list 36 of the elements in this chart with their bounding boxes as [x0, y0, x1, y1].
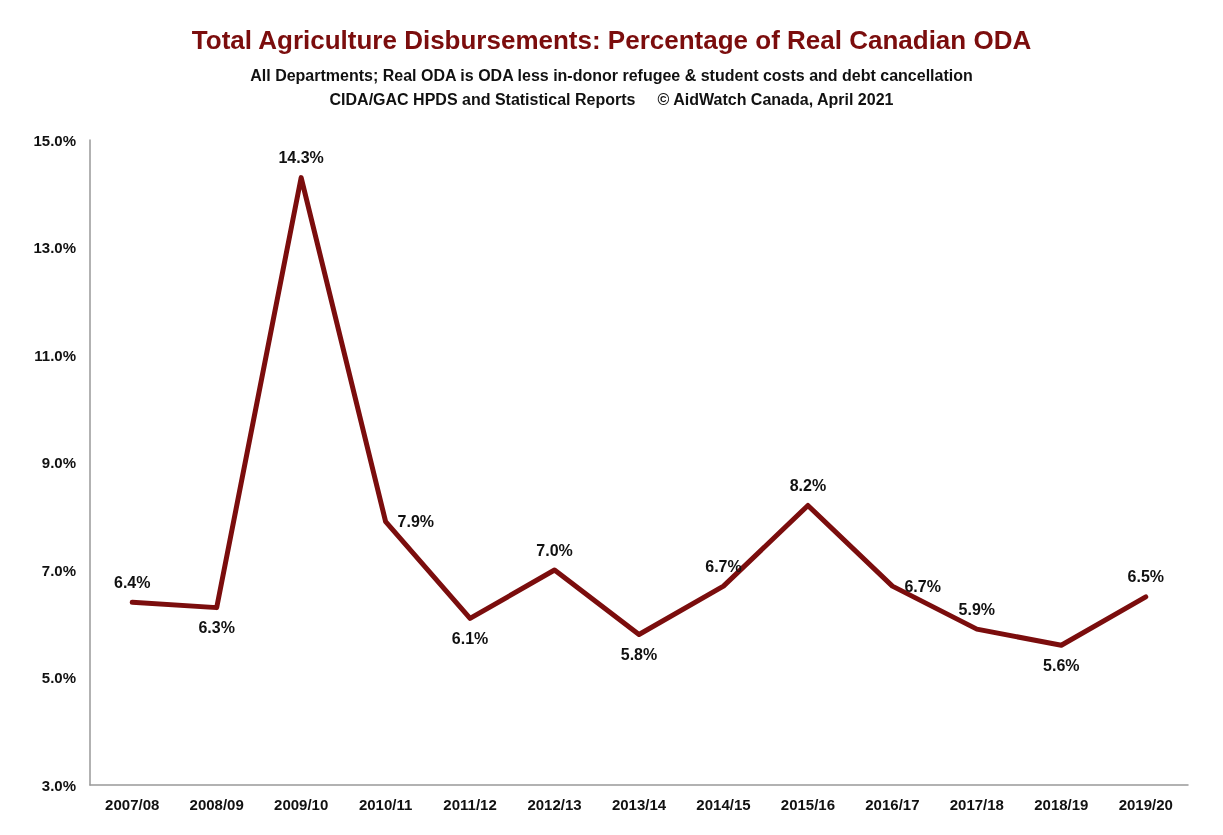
data-label: 14.3% — [278, 149, 324, 167]
text: CIDA/GAC HPDS and Statistical Reports © AidWatch Canada, April 2021 — [329, 90, 894, 108]
data-label: 6.4% — [114, 573, 151, 591]
data-label: 6.1% — [451, 629, 489, 647]
x-tick-label: 2017/18 — [949, 796, 1004, 813]
x-tick-label: 2007/08 — [105, 796, 160, 813]
y-tick-label: 7.0% — [41, 561, 76, 579]
data-label: 7.0% — [536, 541, 573, 559]
x-tick-label: 2012/13 — [527, 796, 582, 813]
x-tick-label: 2008/09 — [189, 796, 244, 813]
x-tick-label: 2009/10 — [274, 796, 329, 813]
x-tick-label: 2015/16 — [780, 796, 836, 813]
data-label: 7.9% — [397, 513, 435, 531]
y-tick-label: 13.0% — [33, 239, 76, 256]
chart-title: Total Agriculture Disbursements: Percentage of Real Canadian ODA — [191, 25, 1032, 55]
x-tick-label: 2011/12 — [443, 796, 497, 813]
x-tick-label: 2016/17 — [865, 796, 920, 813]
x-tick-label: 2019/20 — [1118, 796, 1173, 813]
data-label: 6.7% — [904, 577, 941, 595]
x-tick-label: 2010/11 — [358, 796, 413, 813]
data-label: 8.2% — [789, 477, 827, 494]
y-tick-label: 5.0% — [41, 669, 76, 686]
data-label: 5.6% — [1043, 656, 1080, 674]
chart-subtitle: All Departments; Real ODA is ODA less in-donor refugee & student costs and debt cancellation — [250, 66, 973, 84]
data-label: 6.5% — [1127, 568, 1164, 586]
y-tick-label: 15.0% — [33, 131, 76, 149]
data-label: 5.9% — [958, 600, 996, 618]
x-tick-label: 2014/15 — [696, 796, 751, 813]
data-label: 6.3% — [198, 619, 235, 637]
y-tick-label: 9.0% — [41, 454, 76, 471]
data-label: 5.8% — [620, 646, 658, 663]
y-tick-label: 11.0% — [34, 346, 76, 364]
data-label: 6.7% — [705, 557, 742, 575]
x-tick-label: 2018/19 — [1034, 796, 1089, 813]
x-tick-label: 2013/14 — [611, 796, 667, 813]
y-tick-label: 3.0% — [41, 776, 76, 794]
